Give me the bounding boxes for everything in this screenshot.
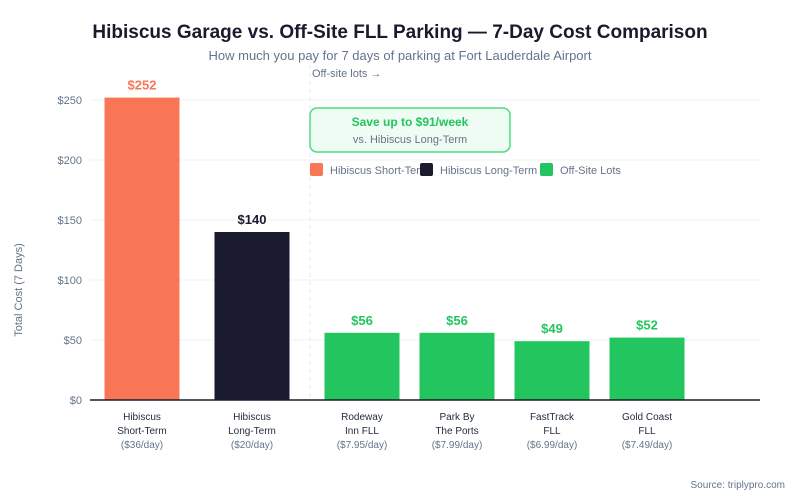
bar <box>104 97 180 400</box>
category-label: FLL <box>638 426 656 437</box>
y-tick-label: $250 <box>58 95 82 107</box>
bar <box>324 332 400 400</box>
category-label: Hibiscus <box>233 412 271 423</box>
legend-label: Hibiscus Long-Term <box>440 165 537 177</box>
category-label: Rodeway <box>341 412 383 423</box>
chart-title: Hibiscus Garage vs. Off-Site FLL Parking… <box>92 22 707 43</box>
annotation-title: Save up to $91/week <box>352 115 469 129</box>
legend-swatch <box>540 163 553 176</box>
category-label: The Ports <box>435 426 478 437</box>
category-rate: ($6.99/day) <box>527 440 578 451</box>
annotation-subtitle: vs. Hibiscus Long-Term <box>353 134 467 146</box>
category-label: Hibiscus <box>123 412 161 423</box>
bar <box>609 337 685 400</box>
bar-value-label: $252 <box>128 78 157 93</box>
bar <box>214 232 290 400</box>
bar-value-label: $56 <box>446 313 468 328</box>
source-note: Source: triplypro.com <box>691 480 785 491</box>
divider-label: Off-site lots → <box>312 68 381 80</box>
y-tick-label: $150 <box>58 215 82 227</box>
category-label: Short-Term <box>117 426 166 437</box>
bar-value-label: $56 <box>351 313 373 328</box>
y-tick-label: $200 <box>58 155 82 167</box>
bar-value-label: $140 <box>238 212 267 227</box>
bar <box>419 332 495 400</box>
legend-swatch <box>420 163 433 176</box>
y-tick-label: $100 <box>58 275 82 287</box>
legend: Hibiscus Short-Term Hibiscus Long-Term Off… <box>310 163 621 177</box>
category-label: Park By <box>439 412 474 423</box>
bar-value-label: $52 <box>636 318 658 333</box>
category-rate: ($36/day) <box>121 440 163 451</box>
category-rate: ($7.99/day) <box>432 440 483 451</box>
legend-swatch <box>310 163 323 176</box>
category-label: FLL <box>543 426 561 437</box>
category-label: Inn FLL <box>345 426 379 437</box>
chart-subtitle: How much you pay for 7 days of parking a… <box>209 48 592 63</box>
category-rate: ($7.95/day) <box>337 440 388 451</box>
legend-label: Hibiscus Short-Term <box>330 165 429 177</box>
category-label: Long-Term <box>228 426 276 437</box>
bar-value-label: $49 <box>541 321 563 336</box>
category-rate: ($20/day) <box>231 440 273 451</box>
annotation-box: Save up to $91/week vs. Hibiscus Long-Te… <box>309 107 511 153</box>
category-label: Gold Coast <box>622 412 672 423</box>
bar <box>514 341 590 400</box>
category-label: FastTrack <box>530 412 575 423</box>
y-tick-label: $0 <box>70 395 82 407</box>
legend-label: Off-Site Lots <box>560 165 621 177</box>
category-rate: ($7.49/day) <box>622 440 673 451</box>
y-axis-label: Total Cost (7 Days) <box>13 243 25 337</box>
y-tick-label: $50 <box>64 335 82 347</box>
